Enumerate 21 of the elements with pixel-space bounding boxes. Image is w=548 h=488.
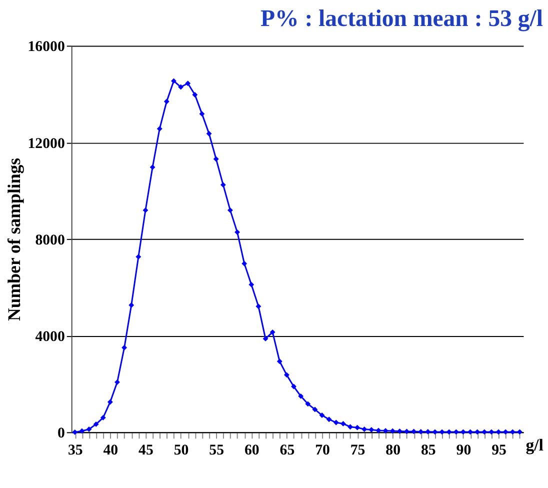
x-tick-label: 45	[138, 442, 154, 458]
x-tick-label: 75	[350, 442, 366, 458]
x-tick-label: 80	[386, 442, 401, 458]
y-tick-label: 8000	[35, 232, 65, 248]
x-tick-label: 90	[456, 442, 472, 458]
x-tick-label: 40	[103, 442, 118, 458]
y-tick-label: 12000	[28, 136, 65, 152]
y-tick-label: 0	[57, 426, 65, 442]
chart-title: P% : lactation mean : 53 g/l	[260, 6, 544, 32]
x-tick-label: 50	[174, 442, 189, 458]
y-axis-title: Number of samplings	[4, 158, 24, 321]
x-tick-label: 95	[492, 442, 506, 458]
x-tick-label: 55	[209, 442, 224, 458]
y-tick-label: 4000	[35, 329, 65, 346]
x-tick-label: 65	[280, 442, 295, 458]
x-tick-label: 60	[244, 442, 260, 458]
x-axis-title: g/l	[526, 436, 544, 455]
x-tick-label: 85	[420, 442, 436, 458]
x-tick-label: 70	[315, 442, 330, 458]
x-tick-label: 35	[68, 442, 83, 458]
y-tick-label: 16000	[28, 39, 65, 56]
